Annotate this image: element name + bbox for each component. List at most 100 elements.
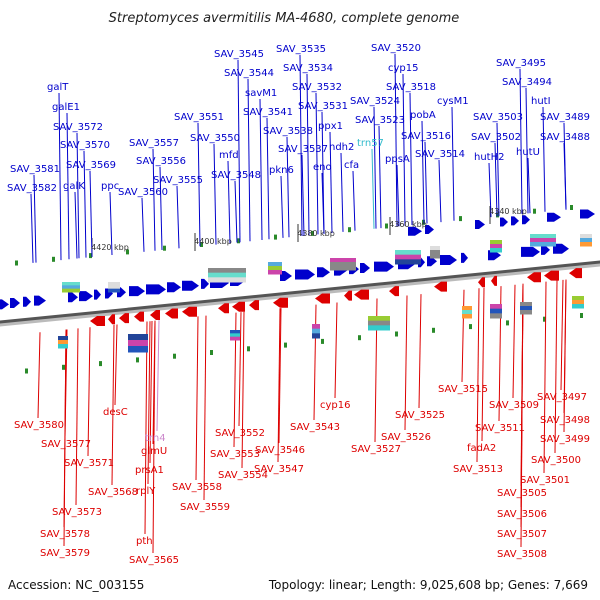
gene-label-sav-3538: SAV_3538 bbox=[263, 126, 313, 137]
reverse-gene-arrow bbox=[527, 272, 541, 283]
reverse-gene-arrow bbox=[569, 268, 582, 279]
marker-top bbox=[15, 260, 18, 266]
leader-line-top bbox=[402, 73, 406, 226]
gene-label-sav-3569: SAV_3569 bbox=[66, 160, 116, 171]
expression-block bbox=[330, 258, 356, 263]
marker-top bbox=[274, 234, 277, 240]
gene-label-sav-3559: SAV_3559 bbox=[180, 502, 230, 513]
expression-block bbox=[58, 344, 68, 349]
gene-label-sav-3541: SAV_3541 bbox=[243, 107, 293, 118]
marker-bottom bbox=[173, 353, 176, 359]
marker-top bbox=[496, 212, 499, 218]
leader-line-bottom bbox=[560, 279, 564, 391]
gene-label-galt: galT bbox=[47, 82, 69, 93]
forward-gene-arrow bbox=[440, 255, 457, 265]
gene-label-pkn6: pkn6 bbox=[269, 165, 294, 176]
gene-label-ndh2: ndh2 bbox=[329, 142, 354, 153]
marker-bottom bbox=[247, 346, 250, 352]
leader-line-top bbox=[424, 141, 428, 224]
gene-label-huth2: hutH2 bbox=[474, 152, 504, 163]
gene-label-sav-3501: SAV_3501 bbox=[520, 475, 570, 486]
gene-label-sav-3532: SAV_3532 bbox=[292, 82, 342, 93]
expression-block bbox=[580, 242, 592, 247]
leader-line-top bbox=[76, 132, 80, 259]
leader-line-top bbox=[299, 54, 303, 237]
expression-block bbox=[62, 288, 80, 293]
leader-line-top bbox=[421, 120, 425, 224]
leader-line-bottom bbox=[111, 324, 115, 486]
expression-block bbox=[490, 308, 502, 314]
leader-line-bottom bbox=[543, 281, 547, 474]
kbp-tick-label: 4340 kbp bbox=[489, 207, 527, 216]
leader-line-top bbox=[66, 112, 70, 260]
leader-line-top bbox=[373, 106, 377, 229]
gene-label-sav-3525: SAV_3525 bbox=[395, 410, 445, 421]
marker-bottom bbox=[99, 361, 102, 367]
marker-bottom bbox=[358, 335, 361, 341]
expression-block bbox=[230, 330, 240, 334]
leader-line-bottom bbox=[461, 289, 465, 383]
expression-block bbox=[368, 325, 390, 331]
gene-label-sav-3511: SAV_3511 bbox=[475, 423, 525, 434]
leader-line-top bbox=[33, 174, 37, 263]
reverse-gene-arrow bbox=[119, 313, 129, 324]
forward-gene-arrow bbox=[461, 252, 468, 263]
gene-label-cyp15: cyp15 bbox=[388, 63, 419, 74]
leader-line-bottom bbox=[476, 288, 480, 463]
forward-gene-arrow bbox=[0, 299, 9, 310]
leader-line-top bbox=[237, 59, 241, 243]
reverse-gene-arrow bbox=[218, 303, 229, 314]
kbp-tick-label: 4400 kbp bbox=[194, 237, 232, 246]
forward-gene-arrow bbox=[553, 243, 569, 254]
reverse-gene-arrow bbox=[134, 311, 144, 322]
expression-block bbox=[572, 300, 584, 305]
reverse-gene-arrow bbox=[249, 300, 259, 311]
reverse-gene-arrow bbox=[544, 270, 559, 281]
expression-block bbox=[490, 248, 502, 253]
leader-line-top bbox=[197, 122, 201, 247]
leader-line-top bbox=[315, 92, 319, 235]
leader-line-bottom bbox=[278, 308, 282, 444]
gene-label-sav-3580: SAV_3580 bbox=[14, 420, 64, 431]
leader-line-top bbox=[58, 92, 62, 261]
gene-label-sav-3502: SAV_3502 bbox=[471, 132, 521, 143]
expression-block bbox=[520, 302, 532, 307]
kbp-tick-label: 4420 kbp bbox=[91, 243, 129, 252]
leader-line-top bbox=[176, 185, 180, 249]
expression-block bbox=[128, 346, 148, 353]
gene-label-sav-3558: SAV_3558 bbox=[172, 482, 222, 493]
leader-line-top bbox=[451, 106, 455, 221]
leader-line-bottom bbox=[37, 332, 41, 419]
forward-gene-arrow bbox=[360, 263, 370, 273]
expression-block bbox=[490, 244, 502, 249]
expression-block bbox=[62, 285, 80, 290]
gene-label-ppsa: ppsA bbox=[385, 154, 410, 165]
leader-line-top bbox=[525, 87, 529, 214]
gene-label-sav-3508: SAV_3508 bbox=[497, 549, 547, 560]
gene-label-sav-3554: SAV_3554 bbox=[218, 470, 268, 481]
forward-gene-arrow bbox=[10, 298, 20, 308]
marker-bottom bbox=[469, 324, 472, 330]
gene-label-savm1: savM1 bbox=[245, 88, 277, 99]
leader-line-top bbox=[74, 191, 78, 259]
expression-block bbox=[230, 336, 240, 341]
gene-label-sav-3556: SAV_3556 bbox=[136, 156, 186, 167]
forward-gene-arrow bbox=[547, 212, 561, 222]
leader-line-bottom bbox=[418, 294, 422, 409]
forward-gene-arrow bbox=[511, 216, 519, 226]
gene-label-hutu: hutU bbox=[516, 147, 540, 158]
leader-line-top bbox=[494, 142, 498, 217]
leader-line-top bbox=[301, 154, 305, 236]
leader-line-top bbox=[159, 166, 163, 251]
marker-top bbox=[348, 227, 351, 233]
marker-bottom bbox=[543, 316, 546, 322]
leader-line-top bbox=[542, 106, 546, 212]
expression-block bbox=[330, 262, 356, 267]
forward-gene-arrow bbox=[146, 284, 166, 295]
marker-top bbox=[459, 216, 462, 222]
gene-label-ppx1: ppx1 bbox=[318, 121, 343, 132]
gene-label-sav-3572: SAV_3572 bbox=[53, 122, 103, 133]
forward-gene-arrow bbox=[522, 215, 530, 225]
forward-gene-arrow bbox=[427, 256, 437, 267]
